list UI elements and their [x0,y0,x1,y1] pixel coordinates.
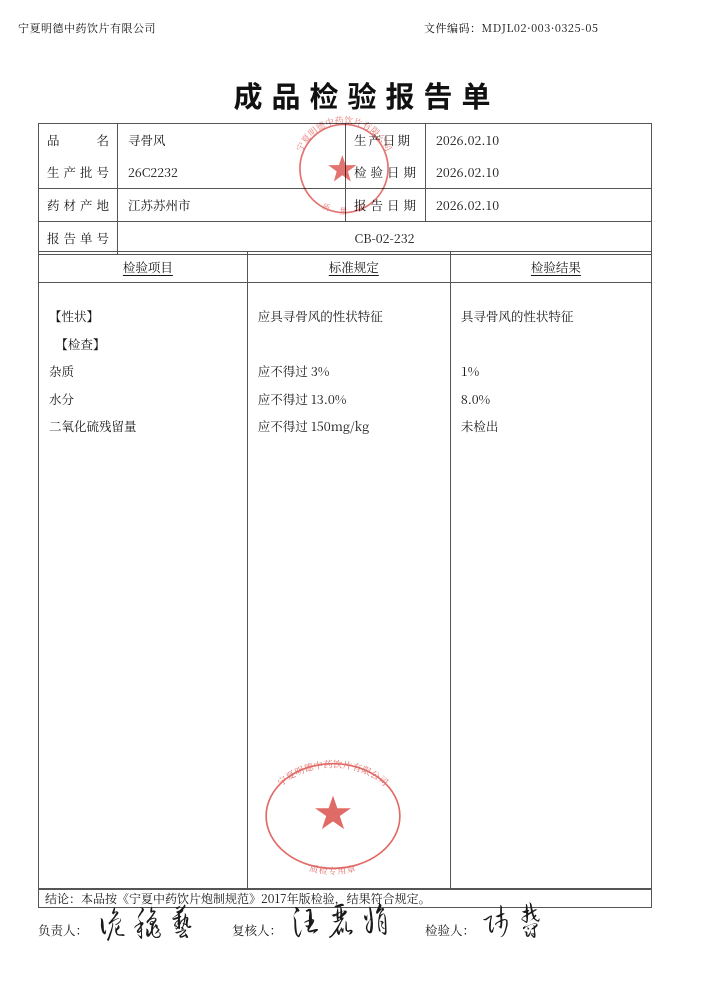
svg-text:质 量 部: 质 量 部 [320,201,367,217]
svg-text:宁夏明德中药饮片有限公司: 宁夏明德中药饮片有限公司 [274,756,392,788]
svg-text:宁夏明德中药饮片有限公司: 宁夏明德中药饮片有限公司 [293,113,396,153]
svg-text:质检专用章: 质检专用章 [308,862,357,877]
